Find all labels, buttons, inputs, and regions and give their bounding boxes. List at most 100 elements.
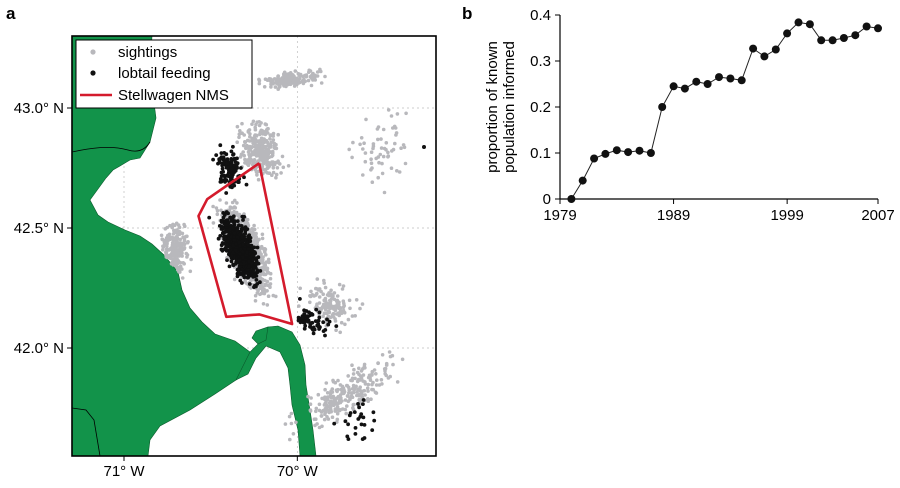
sighting-point (276, 159, 280, 163)
lobtail-point (238, 278, 243, 283)
lobtail-point (245, 268, 250, 272)
sighting-point (344, 411, 349, 416)
sighting-point (364, 117, 368, 122)
lobtail-point (321, 320, 326, 325)
lobtail-point (228, 248, 233, 253)
sighting-point (328, 400, 333, 404)
sighting-point (288, 437, 292, 442)
sighting-point (253, 167, 258, 172)
sighting-point (260, 277, 265, 282)
lobtail-point (232, 231, 237, 236)
lobtail-point (356, 402, 360, 406)
sighting-point (329, 409, 334, 414)
sighting-point (265, 154, 270, 159)
sighting-point (253, 127, 258, 132)
sighting-point (337, 408, 342, 413)
sighting-point (391, 126, 395, 130)
lobtail-point (237, 252, 242, 256)
sighting-point (266, 126, 270, 131)
sighting-point (283, 422, 288, 426)
sighting-point (351, 402, 356, 407)
sighting-point (176, 265, 181, 270)
sighting-point (306, 394, 310, 399)
sighting-point (390, 353, 395, 358)
sighting-point (270, 153, 275, 158)
sighting-point (211, 204, 215, 209)
sighting-point (403, 161, 408, 166)
sighting-point (270, 160, 274, 164)
sighting-point (345, 404, 349, 408)
lobtail-point (251, 253, 256, 258)
sighting-point (347, 391, 351, 395)
lobtail-point (300, 315, 305, 320)
sighting-point (376, 175, 381, 180)
lobtail-point (235, 156, 239, 161)
sighting-point (315, 291, 319, 296)
lobtail-point (241, 218, 245, 222)
sighting-point (332, 304, 337, 309)
sighting-point (380, 171, 385, 176)
lobtail-point (242, 175, 246, 180)
sighting-point (312, 294, 316, 298)
sighting-point (366, 399, 371, 404)
sighting-point (332, 291, 337, 295)
sighting-point (400, 357, 405, 362)
sighting-point (368, 376, 372, 380)
sighting-point (263, 250, 267, 254)
lobtail-point (218, 177, 223, 181)
sighting-point (264, 169, 268, 174)
sighting-point (371, 380, 375, 385)
sighting-point (256, 251, 261, 255)
sighting-point (357, 397, 362, 402)
sighting-point (186, 240, 190, 244)
sighting-point (276, 77, 280, 81)
sighting-point (228, 205, 233, 209)
sighting-point (332, 297, 337, 302)
lobtail-point (296, 315, 301, 320)
sighting-point (237, 135, 241, 140)
sighting-point (355, 390, 359, 394)
sighting-point (245, 217, 250, 222)
lobtail-point (223, 230, 228, 234)
sighting-point (361, 173, 365, 177)
sighting-point (377, 160, 381, 165)
lobtail-point (239, 166, 243, 170)
lobtail-point (225, 239, 230, 243)
lobtail-point (237, 258, 242, 262)
sighting-point (237, 214, 242, 218)
lobtail-point (249, 243, 254, 248)
lobtail-point (362, 423, 367, 427)
lobtail-point (298, 297, 302, 301)
lobtail-point (304, 309, 309, 313)
sighting-point (163, 227, 168, 231)
sighting-point (285, 76, 290, 80)
sighting-point (342, 310, 347, 315)
lobtail-point (222, 241, 227, 246)
sighting-point (341, 284, 346, 288)
lobtail-point (228, 245, 233, 250)
sighting-point (178, 237, 183, 242)
lobtail-point (302, 326, 307, 331)
sighting-point (277, 83, 282, 88)
lobtail-point (302, 320, 307, 325)
sighting-point (328, 391, 333, 395)
sighting-point (348, 306, 352, 311)
sighting-point (185, 255, 189, 259)
lobtail-point (218, 234, 223, 238)
sighting-point (338, 306, 343, 310)
sighting-point (268, 285, 272, 290)
sighting-point (182, 239, 187, 243)
sighting-point (365, 386, 370, 391)
sighting-point (250, 152, 255, 156)
sighting-point (271, 170, 276, 175)
lobtail-point (229, 159, 234, 163)
sighting-point (375, 127, 380, 131)
sighting-point (395, 112, 400, 116)
sighting-point (252, 227, 257, 232)
lobtail-point (228, 168, 233, 173)
legend-lobtail-marker (90, 70, 96, 76)
sighting-point (375, 378, 379, 383)
lobtail-point (219, 174, 224, 178)
lobtail-point (218, 143, 223, 148)
sighting-point (380, 382, 384, 386)
